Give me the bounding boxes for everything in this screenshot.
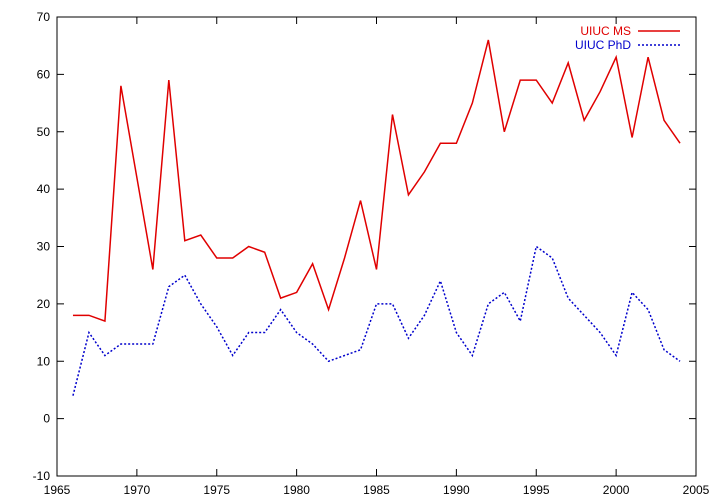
x-tick-label: 1980 [283, 483, 310, 497]
series-line-uiuc-ms [72, 39, 681, 323]
y-tick-label: 20 [37, 297, 51, 311]
x-tick-label: 2000 [603, 483, 630, 497]
legend-label: UIUC MS [580, 24, 631, 38]
y-tick-label: 10 [37, 354, 51, 368]
x-tick-label: 1965 [44, 483, 71, 497]
series-group [72, 39, 681, 396]
x-tick-label: 1995 [523, 483, 550, 497]
x-tick-label: 1975 [203, 483, 230, 497]
x-tick-label: 1985 [363, 483, 390, 497]
x-tick-label: 2005 [683, 483, 710, 497]
y-tick-label: 40 [37, 182, 51, 196]
plot-frame [56, 16, 697, 477]
legend-label: UIUC PhD [575, 38, 631, 52]
y-tick-label: 30 [37, 240, 51, 254]
y-tick-label: -10 [33, 469, 51, 483]
y-tick-label: 50 [37, 125, 51, 139]
y-tick-label: 70 [37, 10, 51, 24]
y-tick-label: 60 [37, 67, 51, 81]
y-tick-label: 0 [43, 412, 50, 426]
x-tick-label: 1990 [443, 483, 470, 497]
axis-ticks: 1965 1970 1975 1980 1985 1990 1995 2000 2005 -10 0… [33, 10, 710, 497]
x-tick-label: 1970 [124, 483, 151, 497]
